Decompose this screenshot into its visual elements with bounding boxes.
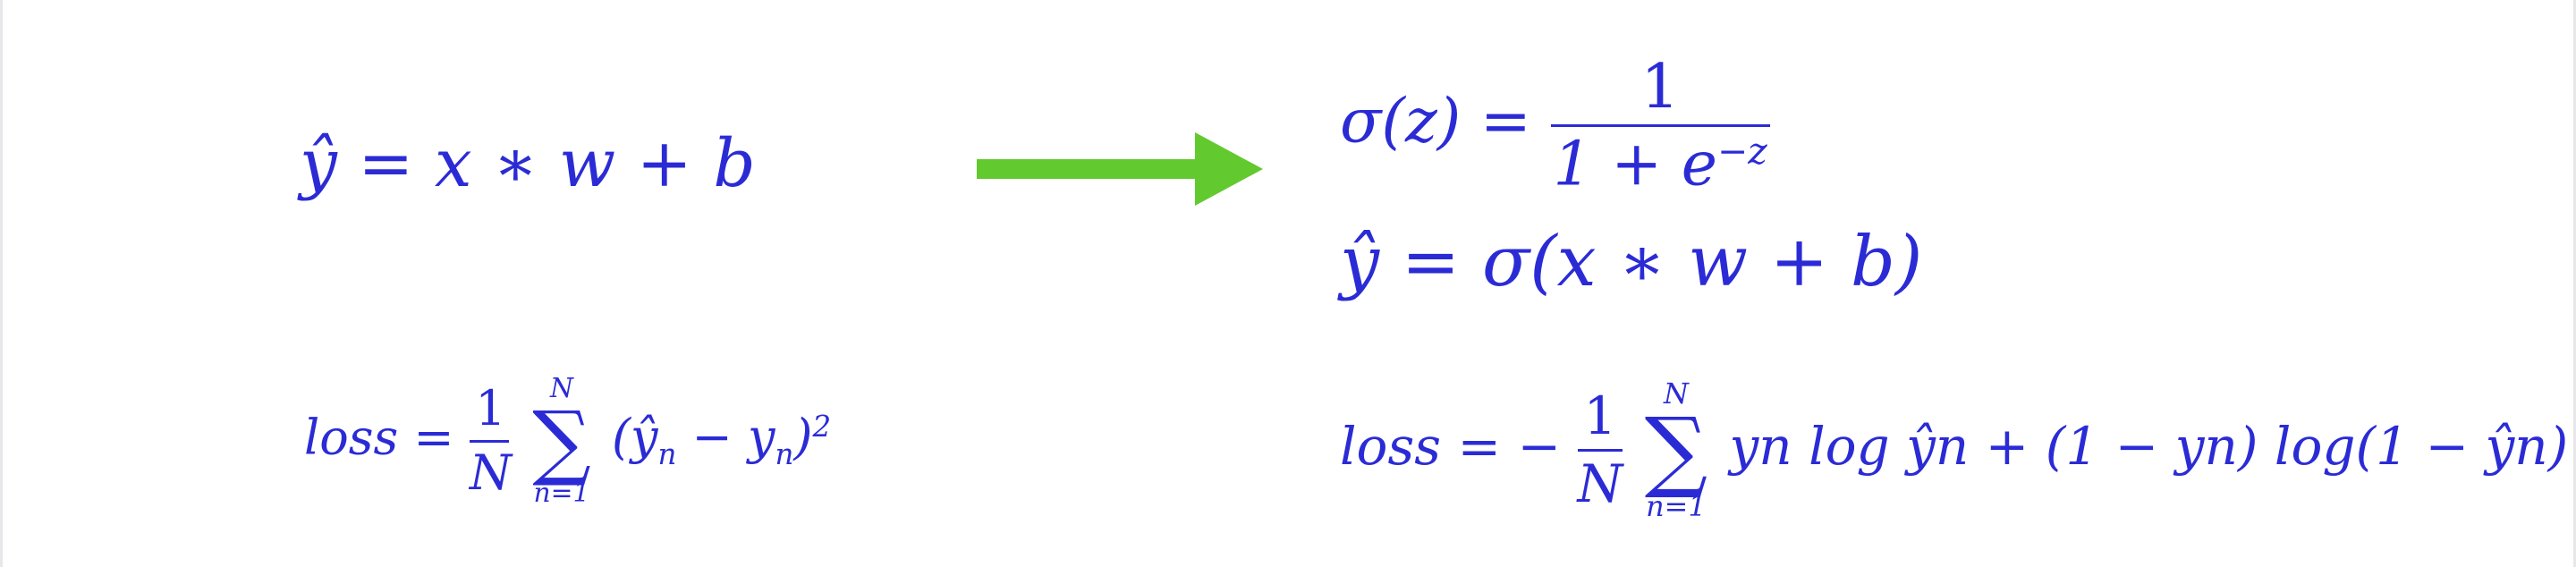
bce-summation: N ∑ n=1 [1644, 377, 1708, 523]
bce-fraction: 1 N [1577, 385, 1623, 515]
mse-fraction: 1 N [469, 380, 513, 501]
mse-numerator: 1 [475, 380, 506, 437]
mse-loss-label: loss [304, 409, 399, 466]
sigmoid-definition: σ(z) = 1 1 + e−z [1340, 55, 1770, 197]
sigmoid-fraction: 1 1 + e−z [1550, 52, 1770, 197]
mse-loss-equation: loss = 1 N N ∑ n=1 (ŷn − yn)2 [304, 376, 831, 507]
fraction-bar [1577, 449, 1623, 453]
bce-numerator: 1 [1583, 385, 1617, 447]
sigmoid-numerator: 1 [1640, 52, 1680, 123]
denominator-base: 1 + e [1553, 130, 1718, 201]
sigma-symbol: ∑ [532, 393, 591, 489]
fraction-bar [469, 439, 509, 443]
bce-equals: = − [1457, 415, 1562, 477]
linear-model-equation: ŷ = x ∗ w + b [300, 125, 756, 202]
sigma-symbol: ∑ [1644, 398, 1708, 502]
right-arrow-icon [977, 132, 1263, 206]
sum-lower: n=1 [1646, 488, 1707, 523]
logistic-model-equation: ŷ = σ(x ∗ w + b) [1340, 222, 1923, 302]
left-edge [0, 0, 3, 567]
right-edge [2573, 0, 2576, 567]
bce-denominator: N [1577, 453, 1623, 515]
bce-loss-label: loss [1340, 415, 1441, 477]
sigmoid-denominator: 1 + e−z [1551, 132, 1770, 197]
sum-upper: N [550, 373, 573, 404]
mse-term: (ŷn − yn)2 [611, 409, 832, 472]
fraction-bar [1550, 124, 1770, 128]
sum-lower: n=1 [533, 477, 590, 509]
mse-summation: N ∑ n=1 [532, 376, 591, 507]
denominator-exponent: −z [1717, 130, 1767, 173]
sum-upper: N [1663, 377, 1689, 410]
sigmoid-lhs: σ(z) = [1340, 86, 1531, 157]
mse-equals: = [413, 409, 454, 466]
bce-term: yn log ŷn + (1 − yn) log(1 − ŷn) [1729, 415, 2569, 477]
mse-denominator: N [469, 444, 513, 501]
bce-loss-equation: loss = − 1 N N ∑ n=1 yn log ŷn + (1 − yn… [1340, 377, 2569, 523]
